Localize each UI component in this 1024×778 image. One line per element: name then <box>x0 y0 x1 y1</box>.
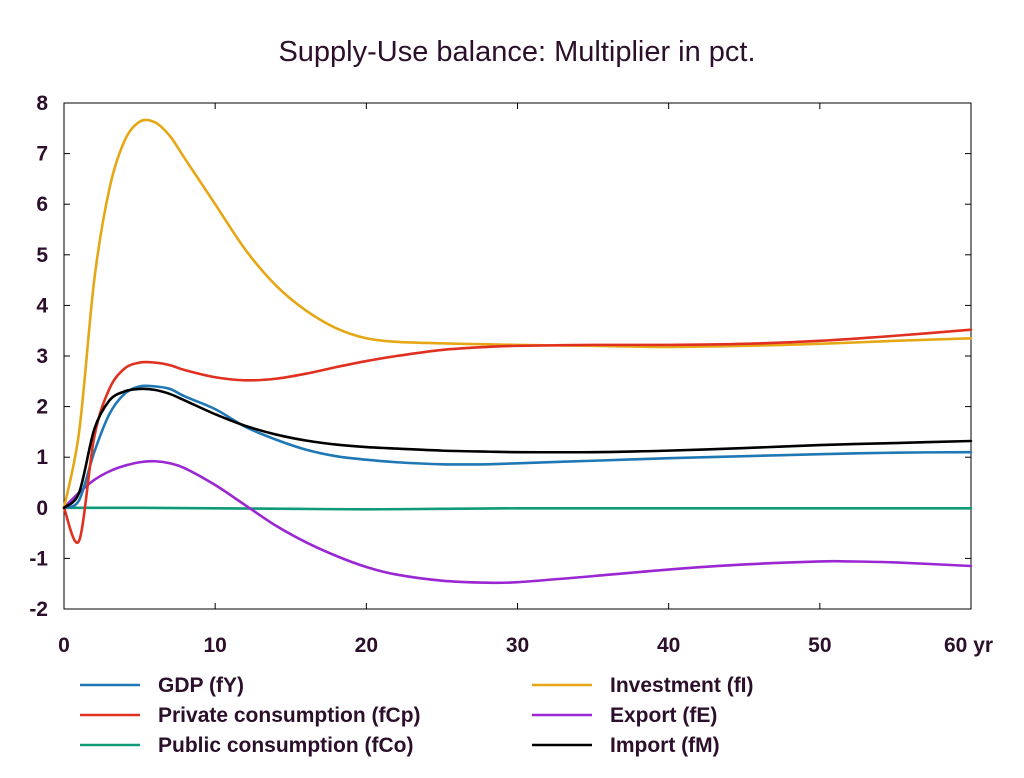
legend-label-import-fm: Import (fM) <box>610 734 720 757</box>
y-tick-label: 6 <box>36 193 48 216</box>
x-axis: 0 10 20 30 40 50 60 yr <box>58 103 993 657</box>
series-line-export-fe <box>62 459 973 585</box>
series-lines <box>62 118 973 585</box>
y-tick-label: 4 <box>36 294 48 317</box>
plot-area <box>63 102 972 610</box>
y-tick-label: 1 <box>36 446 48 469</box>
y-tick-label: 8 <box>36 92 48 115</box>
legend-label-export-fe: Export (fE) <box>610 704 717 727</box>
y-tick-label: 5 <box>36 244 48 267</box>
x-tick-label: 10 <box>203 634 226 657</box>
y-tick-label: 2 <box>36 396 48 419</box>
series-line-public-consumption-fco <box>62 506 973 511</box>
legend-label-private-consumption-fcp: Private consumption (fCp) <box>158 704 421 727</box>
x-tick-label: 60 yr <box>944 634 993 657</box>
x-tick-label: 50 <box>808 634 831 657</box>
x-tick-label: 40 <box>657 634 680 657</box>
y-tick-label: 7 <box>36 143 48 166</box>
legend: GDP (fY) Private consumption (fCp) Public … <box>80 674 754 757</box>
legend-label-gdp-fy: GDP (fY) <box>158 674 244 697</box>
legend-label-public-consumption-fco: Public consumption (fCo) <box>158 734 413 757</box>
series-line-gdp-fy <box>62 384 973 510</box>
y-tick-label: -1 <box>29 547 48 570</box>
chart-title: Supply-Use balance: Multiplier in pct. <box>278 36 755 68</box>
y-tick-label: 3 <box>36 345 48 368</box>
series-line-private-consumption-fcp <box>62 328 973 545</box>
series-line-import-fm <box>62 387 973 510</box>
x-tick-label: 30 <box>506 634 529 657</box>
y-tick-label: 0 <box>36 497 48 520</box>
x-tick-label: 20 <box>355 634 378 657</box>
x-tick-label: 0 <box>58 634 70 657</box>
legend-label-investment-fi: Investment (fI) <box>610 674 754 697</box>
y-tick-label: -2 <box>29 598 48 621</box>
series-line-investment-fi <box>62 118 973 510</box>
y-axis: -2 -1 0 1 2 3 4 5 6 7 8 <box>29 92 971 621</box>
